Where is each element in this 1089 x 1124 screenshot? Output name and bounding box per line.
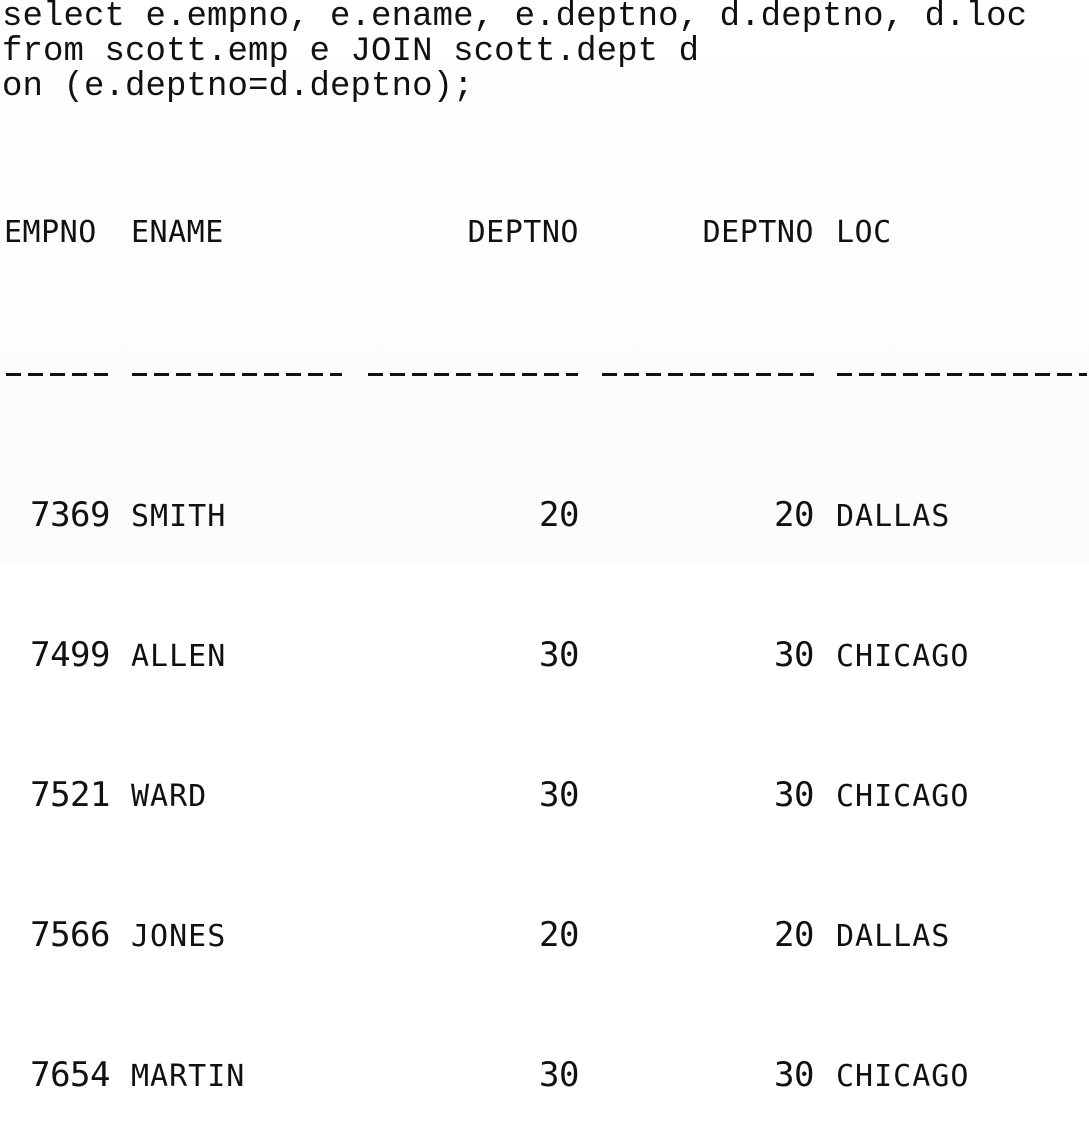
ename-cell: JONES: [131, 919, 227, 954]
table-row: 7499 ALLEN 30 30 CHICAGO: [2, 635, 1089, 675]
deptno-emp-cell: 20: [539, 495, 579, 535]
table-row: 7369 SMITH 20 20 DALLAS: [2, 495, 1089, 535]
table-row: 7521 WARD 30 30 CHICAGO: [2, 775, 1089, 815]
ename-cell: SMITH: [131, 499, 227, 534]
empno-cell: 7654: [30, 1055, 110, 1095]
deptno-emp-cell: 30: [539, 775, 579, 815]
column-header-empno: EMPNO: [4, 215, 97, 250]
sql-line-1: select e.empno, e.ename, e.deptno, d.dep…: [2, 0, 1028, 36]
deptno-emp-separator: [368, 373, 578, 376]
sql-query: select e.empno, e.ename, e.deptno, d.dep…: [2, 0, 1027, 105]
empno-cell: 7566: [30, 915, 110, 955]
ename-separator: [132, 373, 342, 376]
loc-cell: DALLAS: [836, 919, 951, 954]
empno-cell: 7499: [30, 635, 110, 675]
deptno-dept-separator: [602, 373, 814, 376]
sql-line-3: on (e.deptno=d.deptno);: [2, 68, 474, 106]
deptno-dept-cell: 30: [774, 1055, 814, 1095]
loc-cell: CHICAGO: [836, 639, 970, 674]
ename-cell: WARD: [131, 779, 208, 814]
column-header-deptno-dept: DEPTNO: [702, 215, 814, 250]
column-header-ename: ENAME: [131, 215, 224, 250]
sql-line-2: from scott.emp e JOIN scott.dept d: [2, 33, 700, 71]
column-header-row: EMPNO ENAME DEPTNO DEPTNO LOC: [2, 215, 1089, 250]
empno-cell: 7369: [30, 495, 110, 535]
deptno-emp-cell: 30: [539, 1055, 579, 1095]
loc-cell: CHICAGO: [836, 1059, 970, 1094]
column-separator-row: [2, 355, 1089, 393]
deptno-dept-cell: 30: [774, 775, 814, 815]
ename-cell: ALLEN: [131, 639, 227, 674]
column-header-deptno-emp: DEPTNO: [467, 215, 579, 250]
column-header-loc: LOC: [836, 215, 892, 250]
query-results-table: EMPNO ENAME DEPTNO DEPTNO LOC 7369 SMITH…: [2, 145, 1089, 1124]
deptno-emp-cell: 20: [539, 915, 579, 955]
deptno-emp-cell: 30: [539, 635, 579, 675]
deptno-dept-cell: 20: [774, 495, 814, 535]
deptno-dept-cell: 20: [774, 915, 814, 955]
loc-separator: [837, 373, 1087, 376]
empno-cell: 7521: [30, 775, 110, 815]
empno-separator: [6, 373, 108, 376]
deptno-dept-cell: 30: [774, 635, 814, 675]
ename-cell: MARTIN: [131, 1059, 246, 1094]
loc-cell: DALLAS: [836, 499, 951, 534]
sql-output-screen: select e.empno, e.ename, e.deptno, d.dep…: [0, 0, 1089, 1095]
table-row: 7566 JONES 20 20 DALLAS: [2, 915, 1089, 955]
loc-cell: CHICAGO: [836, 779, 970, 814]
table-row: 7654 MARTIN 30 30 CHICAGO: [2, 1055, 1089, 1095]
